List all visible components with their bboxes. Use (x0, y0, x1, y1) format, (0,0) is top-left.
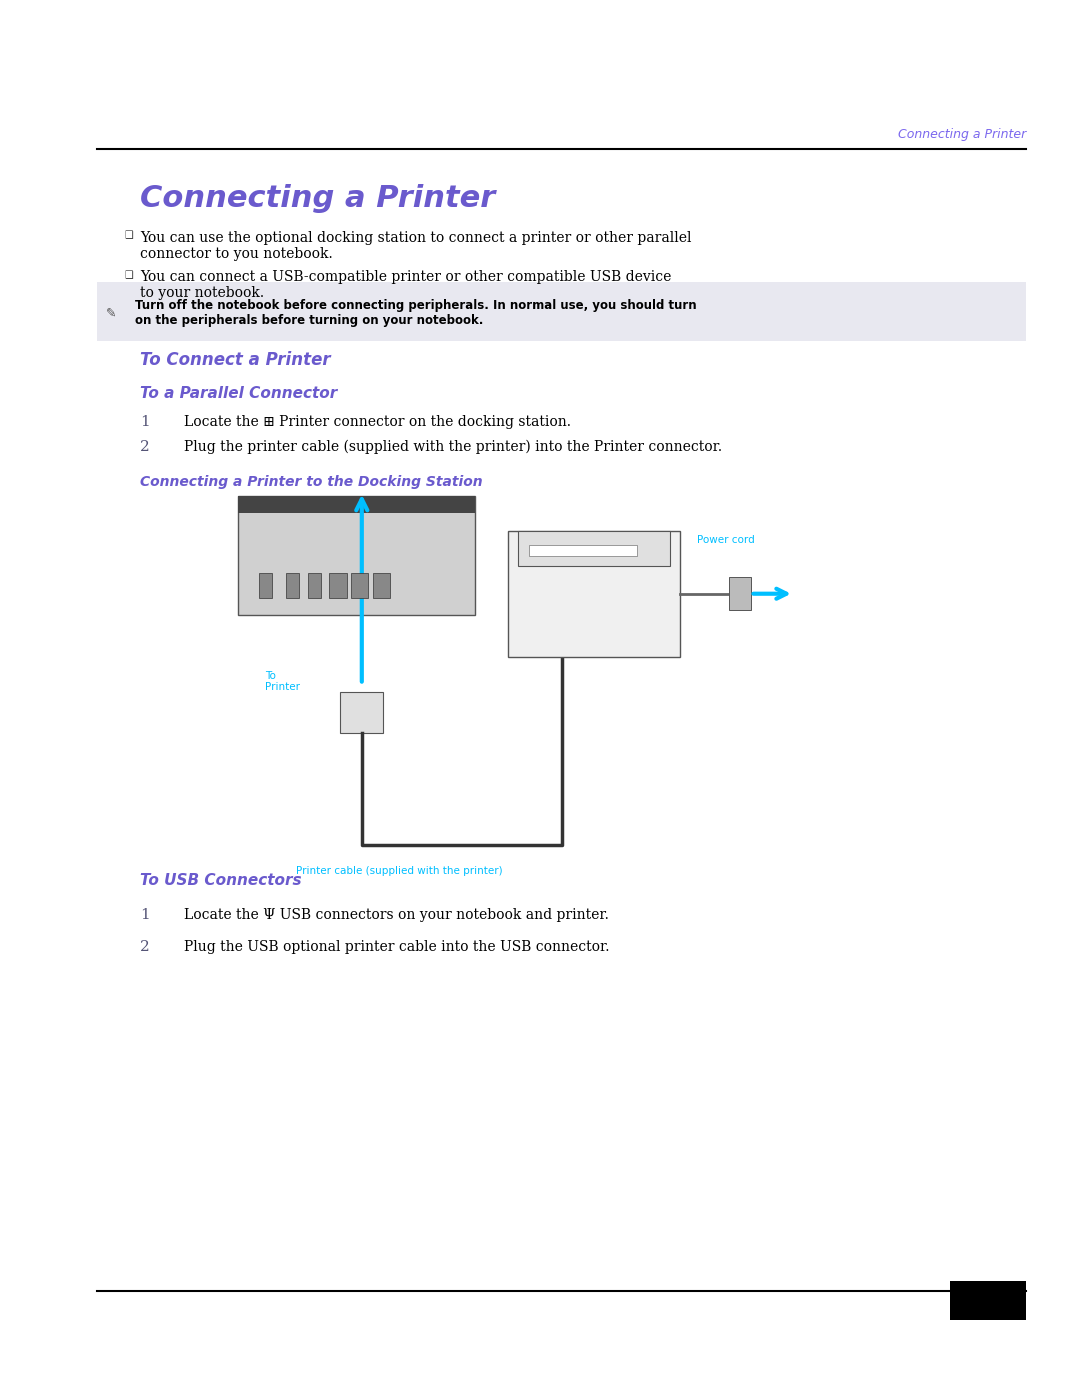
Text: Locate the Ψ USB connectors on your notebook and printer.: Locate the Ψ USB connectors on your note… (184, 908, 608, 922)
FancyBboxPatch shape (529, 545, 637, 556)
Text: 1: 1 (140, 415, 150, 429)
FancyBboxPatch shape (373, 573, 390, 598)
Text: 1: 1 (140, 908, 150, 922)
FancyBboxPatch shape (351, 573, 368, 598)
FancyBboxPatch shape (97, 282, 1026, 341)
FancyBboxPatch shape (308, 573, 321, 598)
Text: 73: 73 (978, 1294, 998, 1308)
Text: Locate the ⊞ Printer connector on the docking station.: Locate the ⊞ Printer connector on the do… (184, 415, 570, 429)
FancyBboxPatch shape (518, 531, 670, 566)
FancyBboxPatch shape (950, 1281, 1026, 1320)
Text: Plug the USB optional printer cable into the USB connector.: Plug the USB optional printer cable into… (184, 940, 609, 954)
Text: Printer cable (supplied with the printer): Printer cable (supplied with the printer… (296, 866, 503, 876)
FancyBboxPatch shape (508, 531, 680, 657)
Text: To USB Connectors: To USB Connectors (140, 873, 302, 888)
FancyBboxPatch shape (238, 496, 475, 615)
FancyBboxPatch shape (259, 573, 272, 598)
Text: ✎: ✎ (106, 306, 117, 320)
FancyBboxPatch shape (340, 692, 383, 733)
Text: Connecting a Printer: Connecting a Printer (140, 184, 496, 214)
FancyBboxPatch shape (329, 573, 347, 598)
Text: To Connect a Printer: To Connect a Printer (140, 351, 332, 369)
FancyBboxPatch shape (238, 496, 475, 513)
Text: 2: 2 (140, 440, 150, 454)
Text: Connecting a Printer: Connecting a Printer (897, 129, 1026, 141)
Text: ❑: ❑ (124, 231, 133, 240)
Text: Power cord: Power cord (697, 535, 754, 545)
Text: Connecting a Printer to the Docking Station: Connecting a Printer to the Docking Stat… (140, 475, 483, 489)
Text: To
Printer: To Printer (265, 671, 299, 692)
Text: Turn off the notebook before connecting peripherals. In normal use, you should t: Turn off the notebook before connecting … (135, 299, 697, 327)
Text: 2: 2 (140, 940, 150, 954)
FancyBboxPatch shape (286, 573, 299, 598)
Text: To a Parallel Connector: To a Parallel Connector (140, 386, 338, 401)
Text: Plug the printer cable (supplied with the printer) into the Printer connector.: Plug the printer cable (supplied with th… (184, 440, 721, 454)
FancyBboxPatch shape (729, 577, 751, 610)
Text: You can use the optional docking station to connect a printer or other parallel
: You can use the optional docking station… (140, 231, 692, 261)
Text: ❑: ❑ (124, 270, 133, 279)
Text: You can connect a USB-compatible printer or other compatible USB device
to your : You can connect a USB-compatible printer… (140, 270, 672, 300)
